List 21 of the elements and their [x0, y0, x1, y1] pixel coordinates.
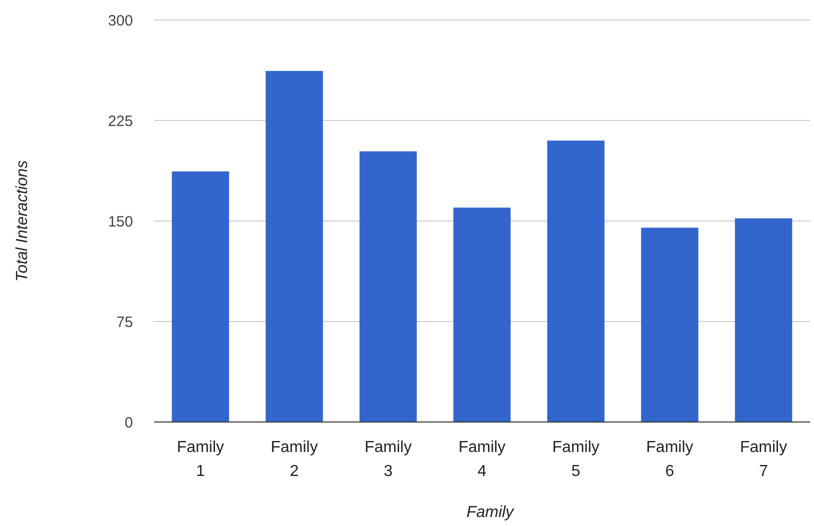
bar [641, 228, 698, 422]
y-tick-label: 225 [108, 112, 133, 130]
y-axis-title: Total Interactions [14, 160, 31, 282]
y-tick-label: 0 [124, 414, 133, 432]
bar [453, 208, 511, 422]
x-tick-label: Family 4 [458, 439, 506, 480]
bar [360, 151, 417, 422]
x-tick-label: Family 5 [552, 439, 600, 480]
y-tick-label: 75 [116, 314, 133, 331]
x-axis-title: Family [466, 504, 515, 521]
y-tick-label: 300 [108, 12, 133, 30]
bar [734, 218, 792, 422]
x-tick-label: Family 3 [364, 439, 412, 480]
y-tick-label: 150 [108, 213, 133, 230]
bar [172, 171, 230, 422]
bar [547, 140, 604, 422]
x-tick-label: Family 2 [270, 439, 318, 480]
x-tick-label: Family 6 [646, 439, 694, 480]
bar [266, 70, 323, 422]
x-tick-label: Family 1 [176, 439, 224, 480]
x-tick-label: Family 7 [740, 439, 788, 480]
